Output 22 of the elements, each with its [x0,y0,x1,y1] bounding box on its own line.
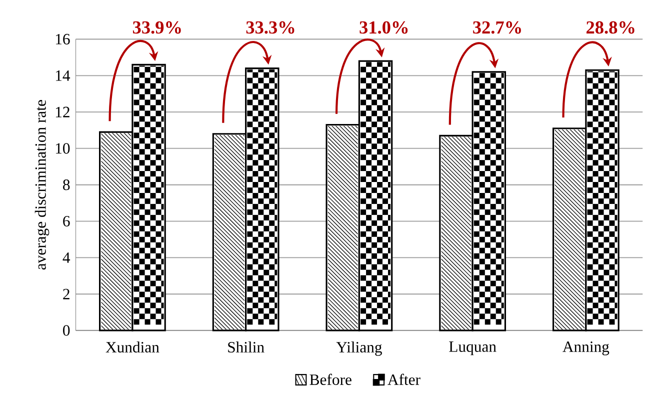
text: 28.8% [586,21,634,34]
y-tick-label: 6 [63,216,70,226]
x-tick-label: Anning [562,341,610,356]
text: 33.9% [132,21,181,34]
legend-label: Before [310,374,352,385]
x-tick-label: Luquan [449,342,496,356]
x-tick-label: Shilin [228,341,264,353]
y-axis-title: average discrimination rate [34,100,50,270]
y-tick-label: 2 [63,288,70,300]
y-tick-label: 12 [56,106,70,118]
y-tick-label: 10 [56,143,70,154]
text: 32.7% [473,21,521,34]
legend-label: After [388,374,420,385]
x-tick-label: Yiliang [336,341,382,356]
y-tick-label: 4 [62,252,70,263]
text: 31.0% [360,21,408,34]
x-tick-label: Xundian [106,341,160,353]
y-tick-label: 16 [56,34,70,44]
y-tick-label: 8 [63,180,70,190]
y-tick-label: 14 [56,70,70,81]
y-tick-label: 0 [63,325,70,336]
text: 33.3% [246,21,294,34]
